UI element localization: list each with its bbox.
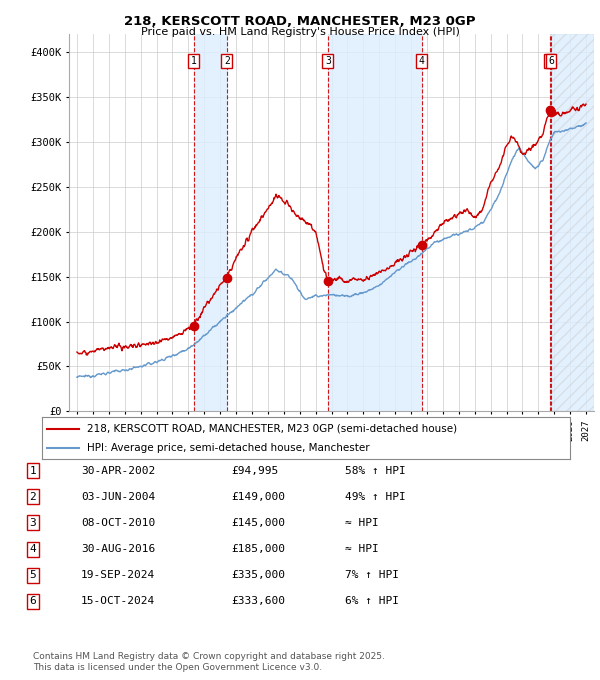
- Text: £185,000: £185,000: [231, 544, 285, 554]
- Text: 6: 6: [548, 56, 554, 66]
- Bar: [550, 34, 594, 411]
- Text: ≈ HPI: ≈ HPI: [345, 544, 379, 554]
- Text: 1: 1: [29, 466, 37, 475]
- Text: 15-OCT-2024: 15-OCT-2024: [81, 596, 155, 607]
- Text: 218, KERSCOTT ROAD, MANCHESTER, M23 0GP: 218, KERSCOTT ROAD, MANCHESTER, M23 0GP: [124, 15, 476, 28]
- Text: 58% ↑ HPI: 58% ↑ HPI: [345, 466, 406, 475]
- Text: 4: 4: [29, 544, 37, 554]
- Text: 30-AUG-2016: 30-AUG-2016: [81, 544, 155, 554]
- Text: 19-SEP-2024: 19-SEP-2024: [81, 571, 155, 580]
- Text: 218, KERSCOTT ROAD, MANCHESTER, M23 0GP (semi-detached house): 218, KERSCOTT ROAD, MANCHESTER, M23 0GP …: [87, 424, 457, 434]
- Bar: [551, 34, 594, 411]
- Text: ≈ HPI: ≈ HPI: [345, 518, 379, 528]
- Text: £145,000: £145,000: [231, 518, 285, 528]
- Text: 3: 3: [325, 56, 331, 66]
- Text: £335,000: £335,000: [231, 571, 285, 580]
- Text: 4: 4: [419, 56, 425, 66]
- Text: 03-JUN-2004: 03-JUN-2004: [81, 492, 155, 502]
- Text: 1: 1: [191, 56, 197, 66]
- Bar: [194, 34, 227, 411]
- Text: 49% ↑ HPI: 49% ↑ HPI: [345, 492, 406, 502]
- Text: £94,995: £94,995: [231, 466, 278, 475]
- Text: £333,600: £333,600: [231, 596, 285, 607]
- Text: 30-APR-2002: 30-APR-2002: [81, 466, 155, 475]
- Text: 3: 3: [29, 518, 37, 528]
- Text: 5: 5: [547, 56, 553, 66]
- Text: £149,000: £149,000: [231, 492, 285, 502]
- Text: HPI: Average price, semi-detached house, Manchester: HPI: Average price, semi-detached house,…: [87, 443, 370, 454]
- Text: 5: 5: [29, 571, 37, 580]
- Text: 08-OCT-2010: 08-OCT-2010: [81, 518, 155, 528]
- Text: 2: 2: [29, 492, 37, 502]
- Text: 7% ↑ HPI: 7% ↑ HPI: [345, 571, 399, 580]
- Bar: [328, 34, 422, 411]
- Text: 6: 6: [29, 596, 37, 607]
- Text: 2: 2: [224, 56, 230, 66]
- Text: Contains HM Land Registry data © Crown copyright and database right 2025.
This d: Contains HM Land Registry data © Crown c…: [33, 652, 385, 672]
- Bar: [551, 34, 594, 411]
- Text: Price paid vs. HM Land Registry's House Price Index (HPI): Price paid vs. HM Land Registry's House …: [140, 27, 460, 37]
- Text: 6% ↑ HPI: 6% ↑ HPI: [345, 596, 399, 607]
